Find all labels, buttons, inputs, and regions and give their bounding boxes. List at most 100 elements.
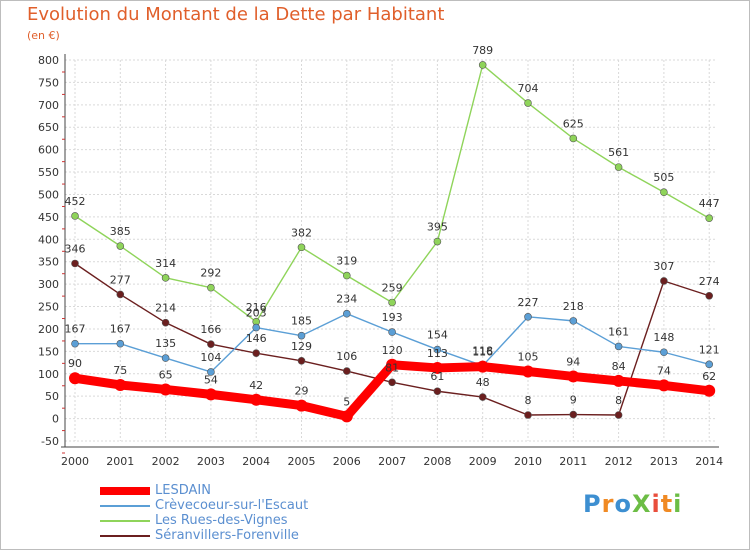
data-point [433, 345, 442, 354]
y-tick-label: 250 [38, 301, 59, 314]
data-point [524, 313, 532, 321]
data-point [297, 356, 306, 365]
data-point [207, 368, 215, 376]
data-point [705, 291, 714, 300]
y-tick-label: 450 [38, 211, 59, 224]
data-label: 234 [336, 293, 357, 306]
x-tick-label: 2003 [197, 455, 225, 468]
x-tick-label: 2008 [423, 455, 451, 468]
data-label: 129 [291, 340, 312, 353]
x-tick-label: 2006 [333, 455, 361, 468]
data-point [614, 163, 623, 171]
chart-title: Evolution du Montant de la Dette par Hab… [27, 4, 445, 25]
data-point [657, 379, 670, 392]
data-label: 346 [65, 242, 86, 255]
legend-label: Les Rues-des-Vignes [155, 513, 288, 528]
data-point [250, 393, 263, 406]
data-label: 385 [110, 225, 131, 238]
data-point [524, 99, 532, 107]
data-point [297, 243, 306, 252]
data-point [116, 290, 125, 299]
data-point [522, 365, 534, 378]
y-tick-label: 700 [38, 99, 59, 112]
logo-letter: t [660, 490, 674, 518]
data-point [342, 309, 351, 318]
legend-label: Séranvillers-Forenville [155, 528, 299, 543]
legend-swatch [100, 505, 150, 507]
x-tick-label: 2011 [559, 455, 587, 468]
x-tick-label: 2001 [106, 455, 134, 468]
logo-letter: P [583, 490, 602, 518]
data-point [71, 339, 79, 348]
data-point [433, 387, 442, 396]
data-point [476, 360, 489, 373]
data-point [612, 374, 625, 387]
x-tick-label: 2012 [605, 455, 633, 468]
data-label: 81 [385, 361, 399, 374]
data-point [161, 318, 170, 327]
y-tick-label: 750 [38, 76, 59, 89]
data-point [297, 331, 306, 340]
data-point [705, 214, 714, 223]
y-tick-label: 350 [38, 256, 59, 269]
data-label: 135 [155, 337, 176, 350]
x-tick-label: 2004 [242, 455, 270, 468]
data-label: 193 [382, 311, 403, 324]
data-label: 42 [249, 379, 263, 392]
x-tick-label: 2005 [288, 455, 316, 468]
data-point [159, 383, 172, 396]
data-label: 314 [155, 257, 176, 270]
data-label: 104 [200, 351, 221, 364]
data-label: 382 [291, 226, 312, 239]
data-point [569, 410, 578, 419]
data-label: 29 [295, 385, 309, 398]
data-label: 8 [615, 394, 622, 407]
data-label: 307 [653, 260, 674, 273]
data-label: 216 [246, 301, 267, 314]
data-point [71, 259, 79, 268]
data-point [614, 342, 623, 351]
y-tick-label: 300 [38, 278, 59, 291]
data-point [431, 361, 444, 374]
data-label: 8 [525, 394, 532, 407]
data-label: 277 [110, 273, 131, 286]
data-label: 105 [518, 351, 539, 364]
data-point [614, 411, 623, 419]
data-point [660, 277, 668, 285]
data-label: 120 [382, 344, 403, 357]
data-label: 452 [65, 195, 86, 208]
y-tick-label: 150 [38, 345, 59, 358]
data-label: 106 [336, 350, 357, 363]
data-point [705, 360, 714, 369]
data-label: 704 [518, 82, 539, 95]
data-label: 121 [699, 343, 720, 356]
data-point [569, 317, 578, 325]
series-lines [69, 61, 716, 423]
data-point [342, 367, 351, 375]
logo-letter: i [673, 490, 683, 518]
data-point [660, 348, 668, 357]
y-tick-label: 500 [38, 188, 59, 201]
data-label: 218 [563, 300, 584, 313]
legend-swatch [100, 487, 150, 495]
data-point [114, 378, 127, 391]
x-tick-label: 2010 [514, 455, 542, 468]
logo-letter: X [631, 490, 652, 518]
data-label: 259 [382, 281, 403, 294]
y-tick-label: 50 [45, 390, 59, 403]
data-point [161, 354, 170, 362]
data-point [386, 358, 399, 371]
data-label: 9 [570, 394, 577, 407]
data-label: 75 [113, 364, 127, 377]
data-label: 74 [657, 364, 671, 377]
data-point [524, 411, 532, 419]
data-point [388, 328, 396, 336]
data-label: 146 [246, 332, 267, 345]
data-point [116, 242, 125, 250]
y-tick-label: 600 [38, 144, 59, 157]
x-tick-label: 2000 [61, 455, 89, 468]
y-tick-label: 400 [38, 233, 59, 246]
data-point [71, 212, 79, 220]
x-tick-label: 2007 [378, 455, 406, 468]
